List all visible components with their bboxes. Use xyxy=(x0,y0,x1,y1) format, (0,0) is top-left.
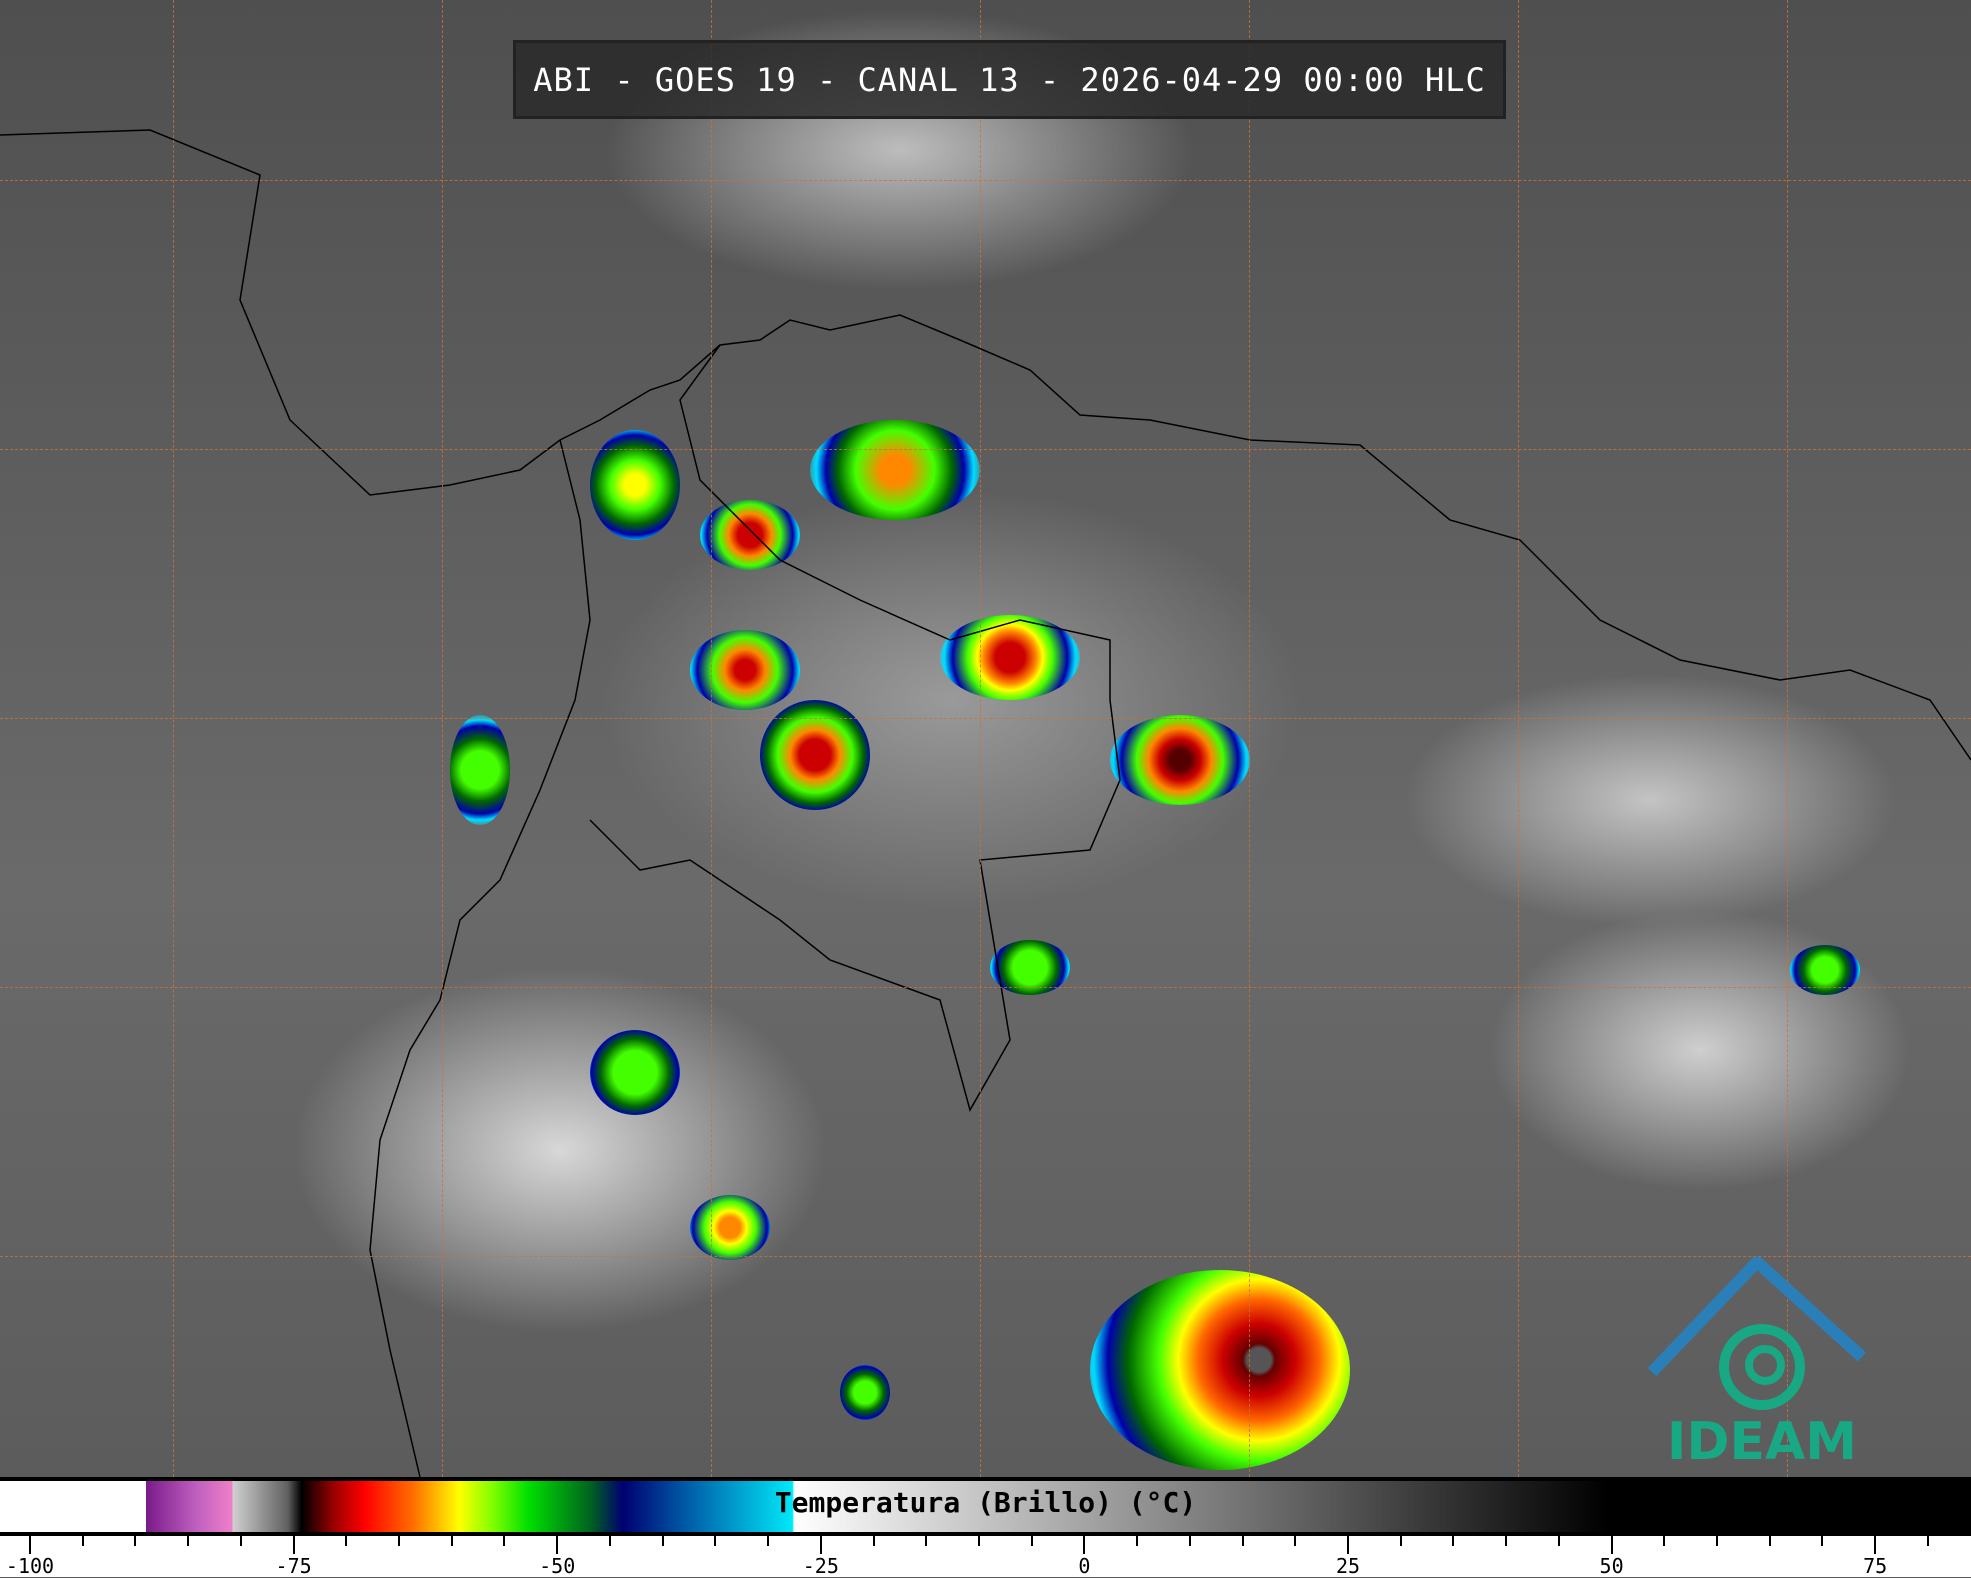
meridian-gridline xyxy=(1249,0,1250,1477)
storm-cell xyxy=(590,430,680,540)
coastline-borders xyxy=(0,129,1971,1477)
parallel-gridline xyxy=(0,987,1971,988)
minor-tick xyxy=(1188,1536,1191,1546)
minor-tick xyxy=(503,1536,506,1546)
tick-label: 25 xyxy=(1335,1554,1361,1578)
minor-tick xyxy=(1505,1536,1508,1546)
meridian-gridline xyxy=(173,0,174,1477)
minor-tick xyxy=(1926,1536,1929,1546)
parallel-gridline xyxy=(0,1256,1971,1257)
major-tick xyxy=(1083,1536,1086,1554)
minor-tick xyxy=(450,1536,453,1546)
ideam-logo: IDEAM xyxy=(1647,1257,1867,1472)
minor-tick xyxy=(1663,1536,1666,1546)
logo-text: IDEAM xyxy=(1667,1412,1858,1472)
parallel-gridline xyxy=(0,718,1971,719)
minor-tick xyxy=(1716,1536,1719,1546)
minor-tick xyxy=(714,1536,717,1546)
storm-cell xyxy=(1790,945,1860,995)
major-tick xyxy=(1874,1536,1877,1554)
major-tick xyxy=(819,1536,822,1554)
minor-tick xyxy=(398,1536,401,1546)
meridian-gridline xyxy=(442,0,443,1477)
satellite-map xyxy=(0,0,1971,1477)
storm-cell xyxy=(700,500,800,570)
minor-tick xyxy=(345,1536,348,1546)
minor-tick xyxy=(661,1536,664,1546)
minor-tick xyxy=(872,1536,875,1546)
storm-cell xyxy=(990,940,1070,995)
meridian-gridline xyxy=(1518,0,1519,1477)
minor-tick xyxy=(1136,1536,1139,1546)
storm-cell xyxy=(690,1195,770,1260)
storm-cell xyxy=(1090,1270,1350,1470)
colorbar-label: Temperatura (Brillo) (°C) xyxy=(774,1486,1197,1519)
storm-cell xyxy=(840,1365,890,1420)
minor-tick xyxy=(187,1536,190,1546)
major-tick xyxy=(1347,1536,1349,1554)
minor-tick xyxy=(134,1536,137,1546)
meridian-gridline xyxy=(1787,0,1788,1477)
minor-tick xyxy=(81,1536,84,1546)
image-title: ABI - GOES 19 - CANAL 13 - 2026-04-29 00… xyxy=(513,40,1506,119)
tick-label: -25 xyxy=(802,1554,839,1578)
minor-tick xyxy=(1821,1536,1824,1546)
tick-label: 50 xyxy=(1599,1554,1624,1578)
storm-cell xyxy=(810,420,980,520)
storm-cell xyxy=(450,715,510,825)
minor-tick xyxy=(767,1536,770,1546)
tick-label: 75 xyxy=(1863,1554,1888,1578)
tick-label: -100 xyxy=(5,1554,55,1578)
major-tick xyxy=(292,1536,295,1554)
parallel-gridline xyxy=(0,180,1971,181)
colorbar-gradient xyxy=(0,1481,1971,1532)
major-tick xyxy=(556,1536,559,1554)
tick-label: -75 xyxy=(275,1554,312,1578)
minor-tick xyxy=(1768,1536,1771,1546)
storm-cell xyxy=(690,630,800,710)
tick-label: 0 xyxy=(1078,1554,1091,1578)
minor-tick xyxy=(1399,1536,1402,1546)
meridian-gridline xyxy=(711,0,712,1477)
minor-tick xyxy=(239,1536,242,1546)
minor-tick xyxy=(977,1536,980,1546)
minor-tick xyxy=(1452,1536,1455,1546)
meridian-gridline xyxy=(980,0,981,1477)
colorbar-axis: -100 -75 -50 -25 0 25 50 75 xyxy=(0,1536,1971,1578)
minor-tick xyxy=(925,1536,928,1546)
storm-cell xyxy=(1110,715,1250,805)
tick-label: -50 xyxy=(539,1554,576,1578)
major-tick xyxy=(29,1536,31,1554)
minor-tick xyxy=(608,1536,611,1546)
parallel-gridline xyxy=(0,449,1971,450)
minor-tick xyxy=(1557,1536,1560,1546)
minor-tick xyxy=(1294,1536,1297,1546)
major-tick xyxy=(1610,1536,1613,1554)
temperature-colorbar xyxy=(0,1477,1971,1536)
minor-tick xyxy=(1241,1536,1244,1546)
storm-cell xyxy=(940,615,1080,700)
storm-cell xyxy=(590,1030,680,1115)
minor-tick xyxy=(1030,1536,1033,1546)
logo-roof-icon xyxy=(1647,1257,1867,1410)
